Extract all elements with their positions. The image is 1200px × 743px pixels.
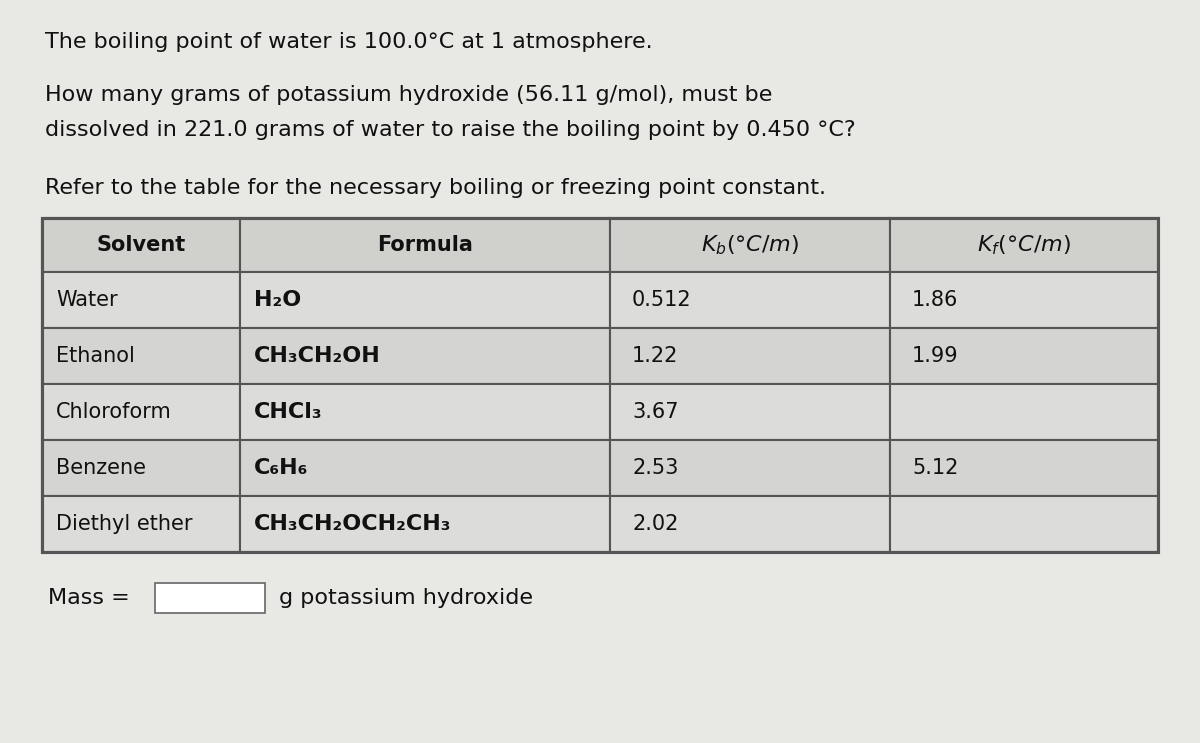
Bar — [610, 272, 890, 328]
Text: The boiling point of water is 100.0°C at 1 atmosphere.: The boiling point of water is 100.0°C at… — [46, 32, 653, 52]
Bar — [890, 384, 1158, 440]
Text: 3.67: 3.67 — [632, 402, 678, 422]
Text: g potassium hydroxide: g potassium hydroxide — [278, 588, 533, 608]
Bar — [890, 328, 1158, 384]
Text: CH₃CH₂OCH₂CH₃: CH₃CH₂OCH₂CH₃ — [254, 514, 451, 534]
Bar — [240, 218, 610, 272]
Bar — [890, 496, 1158, 552]
Bar — [890, 218, 1158, 272]
Bar — [610, 218, 890, 272]
Bar — [240, 272, 610, 328]
Text: Ethanol: Ethanol — [56, 346, 134, 366]
Bar — [240, 384, 610, 440]
Bar — [610, 496, 890, 552]
Text: Solvent: Solvent — [96, 235, 186, 255]
Text: C₆H₆: C₆H₆ — [254, 458, 308, 478]
Bar — [610, 384, 890, 440]
Bar — [240, 440, 610, 496]
Bar — [42, 218, 1158, 552]
Text: 1.99: 1.99 — [912, 346, 959, 366]
Text: 1.86: 1.86 — [912, 290, 959, 310]
Text: $K_f(°C/m)$: $K_f(°C/m)$ — [977, 233, 1070, 257]
Text: Chloroform: Chloroform — [56, 402, 172, 422]
Bar — [610, 440, 890, 496]
Text: How many grams of potassium hydroxide (56.11 g/mol), must be: How many grams of potassium hydroxide (5… — [46, 85, 773, 105]
Bar — [42, 218, 240, 272]
Text: Water: Water — [56, 290, 118, 310]
Text: Mass =: Mass = — [48, 588, 137, 608]
Bar — [240, 328, 610, 384]
Text: 2.02: 2.02 — [632, 514, 678, 534]
Text: dissolved in 221.0 grams of water to raise the boiling point by 0.450 °C?: dissolved in 221.0 grams of water to rai… — [46, 120, 856, 140]
Bar — [42, 440, 240, 496]
Bar — [42, 496, 240, 552]
Bar — [42, 272, 240, 328]
Text: 2.53: 2.53 — [632, 458, 678, 478]
Text: Benzene: Benzene — [56, 458, 146, 478]
Bar — [610, 328, 890, 384]
Text: 5.12: 5.12 — [912, 458, 959, 478]
Bar — [240, 496, 610, 552]
Text: CHCl₃: CHCl₃ — [254, 402, 323, 422]
Text: H₂O: H₂O — [254, 290, 301, 310]
Bar — [155, 583, 265, 613]
Text: Diethyl ether: Diethyl ether — [56, 514, 192, 534]
Text: Refer to the table for the necessary boiling or freezing point constant.: Refer to the table for the necessary boi… — [46, 178, 826, 198]
Bar — [890, 440, 1158, 496]
Bar — [42, 384, 240, 440]
Text: CH₃CH₂OH: CH₃CH₂OH — [254, 346, 380, 366]
Bar — [890, 272, 1158, 328]
Bar — [42, 328, 240, 384]
Text: Formula: Formula — [377, 235, 473, 255]
Text: $K_b(°C/m)$: $K_b(°C/m)$ — [701, 233, 799, 257]
Text: 1.22: 1.22 — [632, 346, 678, 366]
Text: 0.512: 0.512 — [632, 290, 691, 310]
